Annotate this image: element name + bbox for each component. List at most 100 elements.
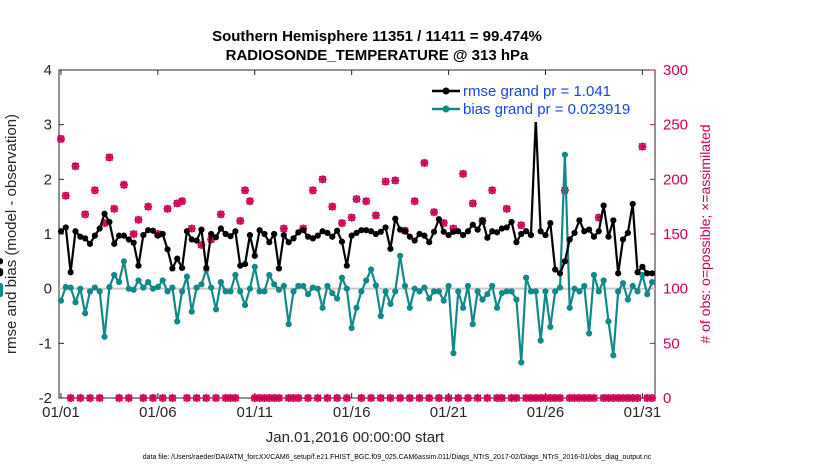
bias-point — [86, 288, 94, 295]
obs-assimilated-point — [115, 394, 124, 402]
obs-assimilated-point — [255, 394, 264, 402]
obs-assimilated-point — [410, 197, 419, 206]
rmse-point — [135, 262, 142, 269]
bias-point — [193, 284, 200, 291]
bias-point — [300, 282, 307, 290]
obs-assimilated-point — [270, 394, 279, 402]
bias-point — [489, 282, 496, 290]
bias-point — [334, 295, 341, 302]
rmse-point — [430, 228, 438, 235]
obs-assimilated-point — [168, 394, 177, 402]
bias-point — [154, 283, 161, 291]
rmse-point — [445, 231, 452, 239]
bias-point — [111, 271, 118, 279]
obs-assimilated-point — [187, 224, 196, 233]
rmse-point — [450, 228, 457, 235]
rmse-point — [421, 232, 428, 239]
bias-point — [372, 282, 379, 289]
obs-assimilated-point — [279, 224, 288, 233]
rmse-point — [634, 269, 641, 276]
bias-point — [619, 280, 627, 287]
bias-point — [222, 288, 229, 295]
bias-point — [576, 288, 583, 295]
obs-assimilated-point — [337, 219, 346, 228]
rmse-point — [183, 228, 191, 235]
bias-point — [595, 288, 602, 295]
bias-point — [212, 306, 220, 313]
bias-point — [508, 288, 515, 295]
bias-point — [227, 288, 234, 295]
rmse-point — [406, 233, 413, 240]
bias-point — [77, 285, 84, 292]
rmse-point — [576, 217, 583, 224]
obs-assimilated-point — [304, 394, 313, 402]
obs-assimilated-point — [173, 199, 182, 208]
rmse-point — [508, 218, 515, 226]
rmse-point — [590, 233, 598, 240]
rmse-point — [266, 239, 273, 246]
bias-point — [314, 285, 321, 292]
bias-point — [62, 283, 69, 291]
obs-assimilated-point — [362, 197, 371, 206]
rmse-point — [363, 227, 370, 234]
rmse-point — [0, 270, 4, 277]
obs-assimilated-point — [434, 394, 443, 402]
bias-point — [648, 279, 656, 286]
bias-point — [610, 352, 617, 359]
bias-point — [397, 252, 404, 259]
rmse-point — [435, 216, 442, 223]
rmse-point — [241, 260, 249, 268]
obs-assimilated-point — [425, 394, 434, 402]
rmse-point — [552, 266, 559, 273]
rmse-point — [208, 230, 215, 238]
rmse-point — [397, 226, 404, 233]
bias-point — [309, 284, 317, 291]
bias-point — [644, 291, 651, 298]
rmse-point — [217, 225, 224, 232]
obs-assimilated-point — [100, 219, 109, 228]
bias-point — [556, 284, 564, 291]
bias-point — [455, 288, 462, 295]
rmse-point — [416, 230, 423, 238]
obs-assimilated-point — [250, 394, 259, 402]
obs-assimilated-point — [565, 394, 574, 402]
bias-point — [285, 321, 292, 328]
y-right-tick-label: 100 — [663, 281, 688, 298]
bias-point — [445, 282, 452, 290]
rmse-point — [440, 228, 447, 235]
obs-assimilated-point — [391, 176, 400, 185]
rmse-point — [106, 218, 113, 226]
rmse-point — [164, 246, 171, 253]
rmse-point — [62, 224, 69, 231]
bias-point — [241, 301, 249, 309]
bias-point — [295, 282, 302, 290]
rmse-point — [86, 240, 94, 247]
obs-assimilated-point — [76, 394, 85, 402]
bias-point — [629, 282, 636, 290]
bias-point — [605, 318, 612, 325]
bias-point — [586, 330, 593, 337]
obs-assimilated-point — [405, 394, 414, 402]
rmse-point — [96, 225, 103, 232]
rmse-point — [261, 230, 268, 238]
obs-assimilated-point — [609, 394, 618, 402]
rmse-point — [319, 228, 326, 235]
obs-assimilated-point — [323, 394, 332, 402]
obs-assimilated-point — [182, 394, 191, 402]
rmse-point — [237, 262, 244, 269]
rmse-point — [324, 229, 331, 237]
bias-point — [353, 304, 360, 311]
rmse-point — [343, 262, 350, 269]
bias-point — [513, 296, 520, 303]
obs-assimilated-point — [61, 191, 70, 200]
obs-assimilated-point — [396, 394, 405, 402]
bias-point — [348, 324, 355, 332]
x-tick-label: 01/06 — [139, 404, 177, 421]
obs-assimilated-point — [134, 215, 143, 224]
rmse-point — [460, 231, 467, 239]
legend: rmse grand pr = 1.041 bias grand pr = 0.… — [425, 80, 643, 122]
bias-point — [532, 288, 539, 295]
rmse-point — [537, 228, 544, 235]
obs-assimilated-point — [512, 394, 521, 402]
rmse-point — [372, 230, 379, 238]
